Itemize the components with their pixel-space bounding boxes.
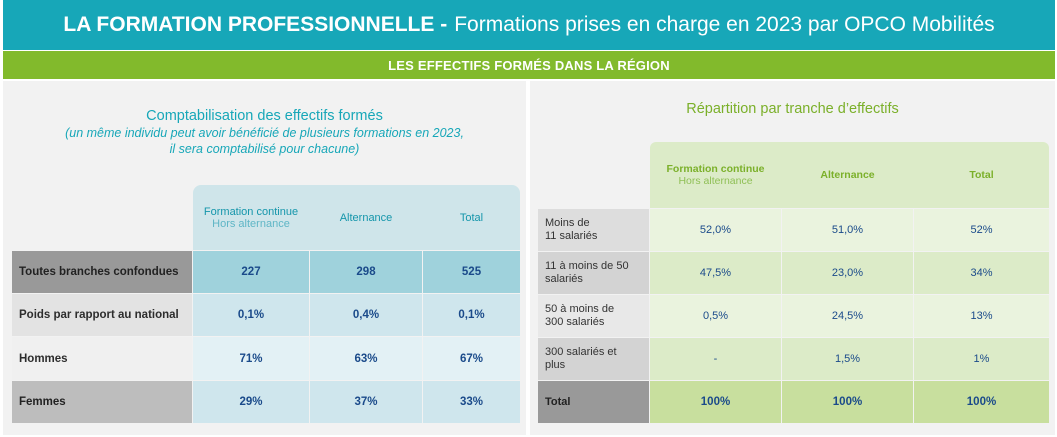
- right-cell: 24,5%: [782, 295, 913, 337]
- right-row-label-line1: 50 à moins de: [545, 303, 615, 315]
- left-panel-note-line2: il sera comptabilisé pour chacune): [169, 142, 360, 156]
- right-row-label-line1: 300 salariés et: [545, 346, 617, 358]
- right-table-header: [650, 142, 1049, 208]
- right-cell: 0,5%: [650, 295, 781, 337]
- right-row-label-line2: salariés: [545, 273, 583, 285]
- left-col-header-alternance: Alternance: [339, 211, 393, 224]
- right-row-label: 11 à moins de 50 salariés: [538, 252, 649, 294]
- right-row-label: 300 salariés et plus: [538, 338, 649, 380]
- left-cell: 227: [193, 251, 309, 293]
- right-cell: 1%: [914, 338, 1049, 380]
- left-row-label: Hommes: [12, 337, 192, 380]
- left-cell: 0,4%: [310, 294, 422, 336]
- right-panel: Répartition par tranche d’effectifs Form…: [530, 81, 1055, 435]
- right-cell: 13%: [914, 295, 1049, 337]
- right-cell: 47,5%: [650, 252, 781, 294]
- right-row-label-line2: 300 salariés: [545, 316, 605, 328]
- right-col-header-alternance: Alternance: [820, 169, 875, 181]
- left-cell: 33%: [423, 381, 520, 423]
- right-cell-total: 100%: [650, 381, 781, 423]
- left-cell: 71%: [193, 337, 309, 380]
- right-cell-total: 100%: [782, 381, 913, 423]
- left-panel-title: Comptabilisation des effectifs formés: [146, 108, 383, 124]
- left-row-label: Toutes branches confondues: [12, 251, 192, 293]
- left-table-header: [193, 185, 520, 250]
- right-cell: -: [650, 338, 781, 380]
- right-row-label-line1: 11 à moins de 50: [545, 260, 629, 272]
- section-banner: LES EFFECTIFS FORMÉS DANS LA RÉGION: [3, 51, 1055, 79]
- left-row-label: Poids par rapport au national: [12, 294, 192, 336]
- banner-title: Formations prises en charge en 2023 par …: [454, 13, 995, 36]
- right-cell: 52%: [914, 209, 1049, 251]
- left-cell: 0,1%: [193, 294, 309, 336]
- left-row-label: Femmes: [12, 381, 192, 423]
- left-cell: 0,1%: [423, 294, 520, 336]
- right-col-header-sublabel: Hors alternance: [678, 175, 753, 187]
- right-cell: 1,5%: [782, 338, 913, 380]
- left-cell: 37%: [310, 381, 422, 423]
- page-banner: LA FORMATION PROFESSIONNELLE - Formation…: [3, 0, 1055, 50]
- right-col-header-label: Formation continue: [666, 163, 765, 175]
- right-row-label-line2: 11 salariés: [545, 230, 598, 242]
- right-cell: 51,0%: [782, 209, 913, 251]
- right-panel-title: Répartition par tranche d’effectifs: [686, 101, 899, 117]
- right-row-label-total: Total: [538, 381, 649, 423]
- left-panel-note-line1: (un même individu peut avoir bénéficié d…: [65, 126, 464, 140]
- right-row-label-line2: plus: [545, 359, 566, 371]
- right-row-label: Moins de 11 salariés: [538, 209, 649, 251]
- left-cell: 525: [423, 251, 520, 293]
- right-cell: 34%: [914, 252, 1049, 294]
- right-row-label: 50 à moins de 300 salariés: [538, 295, 649, 337]
- left-cell: 29%: [193, 381, 309, 423]
- left-col-header-formation: Formation continue Hors alternance: [193, 185, 309, 250]
- right-cell: 52,0%: [650, 209, 781, 251]
- left-col-header-total: Total: [459, 211, 484, 224]
- right-cell-total: 100%: [914, 381, 1049, 423]
- left-col-header-sublabel: Hors alternance: [212, 217, 290, 230]
- right-cell: 23,0%: [782, 252, 913, 294]
- left-cell: 63%: [310, 337, 422, 380]
- right-row-label-line1: Moins de: [545, 217, 590, 229]
- left-panel: Comptabilisation des effectifs formés (u…: [3, 81, 526, 435]
- right-col-header-formation: Formation continue Hors alternance: [650, 142, 781, 208]
- right-col-header-total: Total: [969, 169, 994, 181]
- left-cell: 298: [310, 251, 422, 293]
- banner-title-bold: LA FORMATION PROFESSIONNELLE -: [63, 13, 448, 36]
- left-col-header-label: Formation continue: [203, 205, 299, 218]
- left-cell: 67%: [423, 337, 520, 380]
